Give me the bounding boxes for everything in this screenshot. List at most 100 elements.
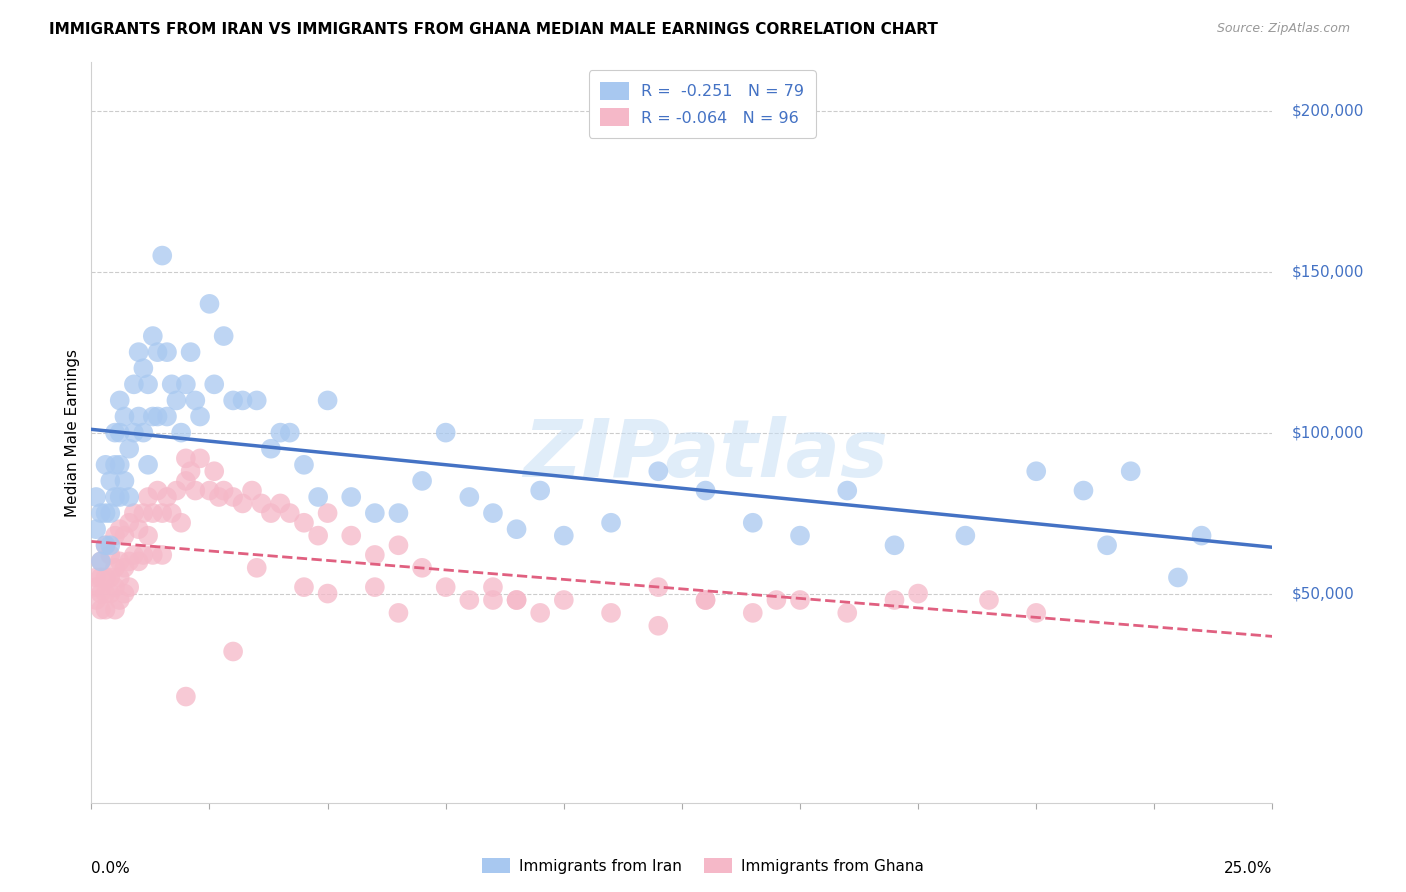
Point: [269, 425, 291, 440]
Point: [136, 377, 159, 392]
Point: [94, 570, 117, 584]
Point: [128, 522, 150, 536]
Point: [136, 528, 159, 542]
Point: [198, 483, 221, 498]
Point: [184, 393, 207, 408]
Text: $200,000: $200,000: [1291, 103, 1364, 119]
Point: [260, 506, 283, 520]
Point: [94, 506, 117, 520]
Text: IMMIGRANTS FROM IRAN VS IMMIGRANTS FROM GHANA MEDIAN MALE EARNINGS CORRELATION C: IMMIGRANTS FROM IRAN VS IMMIGRANTS FROM …: [49, 22, 938, 37]
Point: [789, 528, 811, 542]
Point: [695, 593, 717, 607]
Point: [364, 548, 387, 562]
Point: [340, 528, 363, 542]
Point: [482, 580, 505, 594]
Point: [104, 458, 127, 472]
Point: [118, 554, 141, 568]
Point: [108, 554, 131, 568]
Point: [411, 474, 433, 488]
Point: [222, 490, 245, 504]
Point: [505, 593, 527, 607]
Point: [160, 506, 183, 520]
Point: [142, 548, 165, 562]
Point: [90, 570, 112, 584]
Point: [84, 522, 107, 536]
Point: [128, 554, 150, 568]
Point: [647, 464, 669, 478]
Point: [250, 496, 273, 510]
Point: [98, 548, 121, 562]
Point: [695, 483, 717, 498]
Point: [246, 561, 269, 575]
Point: [789, 593, 811, 607]
Point: [387, 506, 409, 520]
Point: [94, 602, 117, 616]
Point: [174, 377, 197, 392]
Point: [198, 297, 221, 311]
Point: [340, 490, 363, 504]
Point: [741, 606, 763, 620]
Point: [260, 442, 283, 456]
Point: [222, 644, 245, 658]
Point: [174, 690, 197, 704]
Point: [170, 425, 193, 440]
Point: [647, 619, 669, 633]
Point: [292, 580, 315, 594]
Point: [104, 528, 127, 542]
Point: [553, 593, 575, 607]
Point: [765, 593, 787, 607]
Text: 25.0%: 25.0%: [1225, 861, 1272, 876]
Point: [174, 474, 197, 488]
Point: [132, 548, 155, 562]
Point: [104, 602, 127, 616]
Text: $150,000: $150,000: [1291, 264, 1364, 279]
Point: [482, 593, 505, 607]
Point: [188, 409, 211, 424]
Point: [240, 483, 263, 498]
Point: [202, 464, 225, 478]
Point: [94, 458, 117, 472]
Point: [108, 425, 131, 440]
Point: [458, 593, 481, 607]
Point: [458, 490, 481, 504]
Point: [977, 593, 1000, 607]
Point: [98, 538, 121, 552]
Point: [387, 538, 409, 552]
Point: [104, 490, 127, 504]
Legend: Immigrants from Iran, Immigrants from Ghana: Immigrants from Iran, Immigrants from Gh…: [475, 852, 931, 880]
Point: [316, 586, 339, 600]
Point: [90, 554, 112, 568]
Point: [118, 442, 141, 456]
Point: [505, 593, 527, 607]
Point: [1025, 464, 1047, 478]
Point: [156, 409, 179, 424]
Point: [90, 602, 112, 616]
Point: [212, 483, 235, 498]
Point: [122, 506, 145, 520]
Point: [94, 538, 117, 552]
Y-axis label: Median Male Earnings: Median Male Earnings: [65, 349, 80, 516]
Point: [104, 561, 127, 575]
Point: [165, 483, 187, 498]
Point: [232, 496, 254, 510]
Point: [411, 561, 433, 575]
Point: [529, 606, 551, 620]
Text: 0.0%: 0.0%: [91, 861, 131, 876]
Point: [316, 506, 339, 520]
Point: [434, 580, 457, 594]
Point: [114, 586, 136, 600]
Point: [136, 490, 159, 504]
Point: [98, 506, 121, 520]
Text: $100,000: $100,000: [1291, 425, 1364, 440]
Point: [387, 606, 409, 620]
Point: [307, 490, 329, 504]
Point: [94, 538, 117, 552]
Point: [434, 425, 457, 440]
Point: [741, 516, 763, 530]
Point: [837, 606, 859, 620]
Point: [150, 506, 173, 520]
Point: [695, 593, 717, 607]
Point: [108, 522, 131, 536]
Point: [114, 474, 136, 488]
Point: [647, 580, 669, 594]
